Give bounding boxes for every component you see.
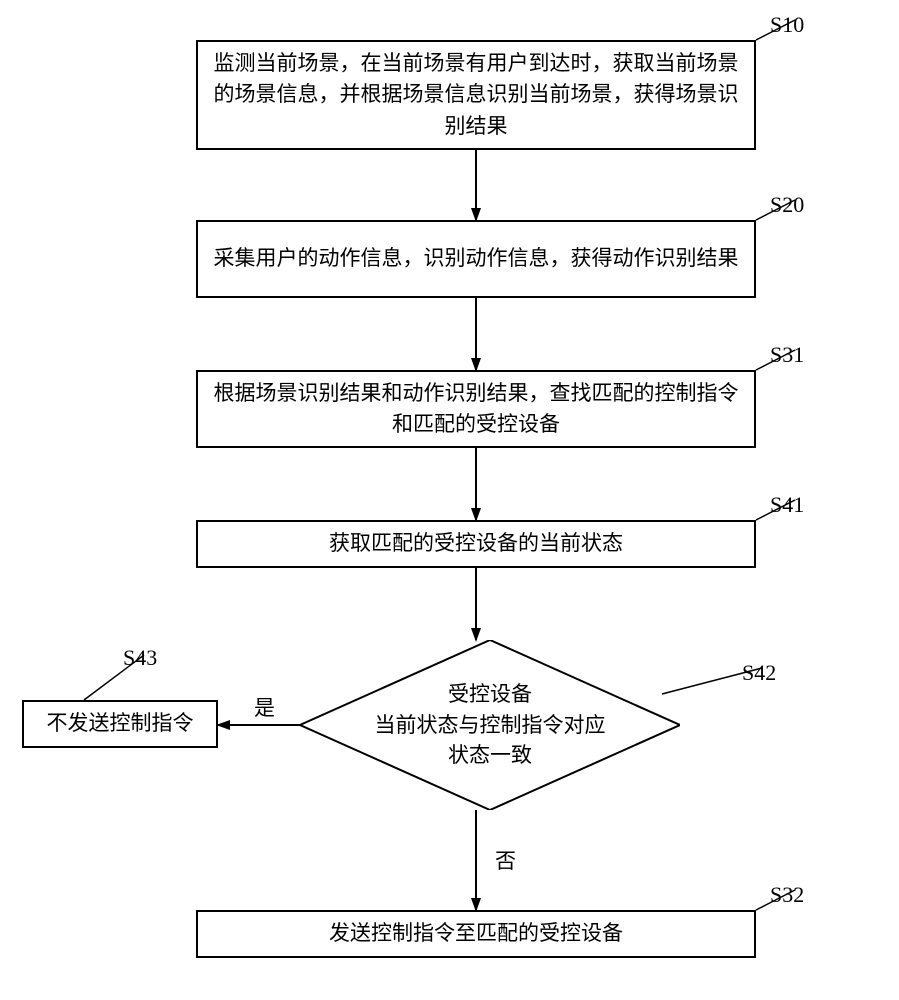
label-s41: S41	[770, 492, 804, 518]
connectors	[0, 0, 899, 1000]
label-s32: S32	[770, 882, 804, 908]
label-s10: S10	[770, 12, 804, 38]
node-s42: 受控设备 当前状态与控制指令对应 状态一致	[300, 640, 680, 810]
node-s20-text: 采集用户的动作信息，识别动作信息，获得动作识别结果	[214, 243, 739, 275]
label-s20: S20	[770, 192, 804, 218]
node-s41-text: 获取匹配的受控设备的当前状态	[329, 528, 623, 560]
node-s31: 根据场景识别结果和动作识别结果，查找匹配的控制指令和匹配的受控设备	[196, 370, 756, 448]
node-s43: 不发送控制指令	[22, 700, 218, 748]
node-s10: 监测当前场景，在当前场景有用户到达时，获取当前场景的场景信息，并根据场景信息识别…	[196, 40, 756, 150]
label-s42: S42	[742, 660, 776, 686]
node-s10-text: 监测当前场景，在当前场景有用户到达时，获取当前场景的场景信息，并根据场景信息识别…	[210, 48, 742, 143]
node-s42-text: 受控设备 当前状态与控制指令对应 状态一致	[375, 679, 606, 770]
edge-label-no: 否	[495, 845, 516, 875]
node-s20: 采集用户的动作信息，识别动作信息，获得动作识别结果	[196, 220, 756, 298]
node-s31-text: 根据场景识别结果和动作识别结果，查找匹配的控制指令和匹配的受控设备	[210, 378, 742, 441]
label-s43: S43	[123, 645, 157, 671]
node-s41: 获取匹配的受控设备的当前状态	[196, 520, 756, 568]
label-s31: S31	[770, 342, 804, 368]
node-s32: 发送控制指令至匹配的受控设备	[196, 910, 756, 958]
node-s43-text: 不发送控制指令	[47, 708, 194, 740]
edge-label-yes: 是	[254, 692, 275, 722]
node-s32-text: 发送控制指令至匹配的受控设备	[329, 918, 623, 950]
